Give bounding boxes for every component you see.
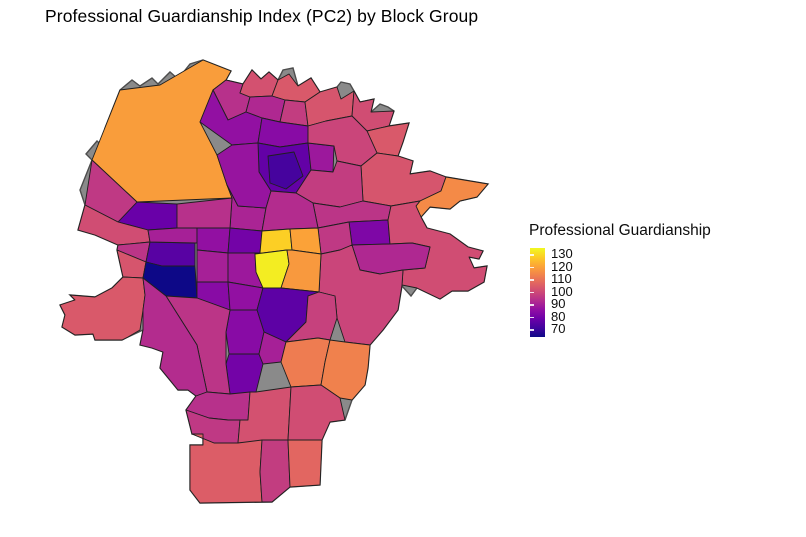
block-group-region: [279, 99, 309, 127]
block-group-region: [196, 227, 231, 254]
block-group-region: [287, 439, 323, 488]
block-group-region: [139, 277, 208, 397]
block-group-region: [227, 227, 263, 254]
block-group-region: [415, 176, 489, 218]
legend-tick-label: 100: [551, 283, 573, 299]
legend-tick-mark: [530, 266, 534, 268]
block-group-region: [348, 219, 391, 246]
legend-tick-label: 110: [551, 271, 572, 286]
legend-tick-mark: [530, 329, 534, 331]
block-group-region: [147, 227, 198, 244]
block-group-region: [59, 276, 146, 341]
block-group-region: [189, 433, 263, 504]
block-group-region: [225, 353, 264, 395]
block-group-region: [145, 241, 196, 267]
legend-colorbar: [530, 248, 545, 337]
plot-title: Professional Guardianship Index (PC2) by…: [45, 6, 479, 26]
legend-tick-mark: [530, 291, 534, 293]
block-group-region: [307, 142, 335, 173]
block-group-region: [196, 249, 229, 283]
block-group-region: [320, 339, 371, 401]
legend-tick-label: 130: [551, 246, 573, 261]
legend-tick-mark: [530, 254, 534, 256]
legend-tick-mark: [530, 316, 534, 318]
block-group-region: [267, 151, 304, 190]
legend-tick-mark: [530, 279, 534, 281]
legend-tick-label: 90: [551, 296, 566, 311]
legend: Professional Guardianship 130 120 110 100 90…: [528, 222, 798, 337]
legend-tick-label: 80: [551, 308, 566, 324]
block-group-region: [259, 439, 291, 503]
block-group-region: [225, 309, 265, 355]
legend-tick-label: 70: [551, 321, 566, 336]
legend-title: Professional Guardianship: [529, 222, 711, 239]
legend-tick-mark: [530, 304, 534, 306]
legend-tick-label: 120: [551, 258, 573, 274]
